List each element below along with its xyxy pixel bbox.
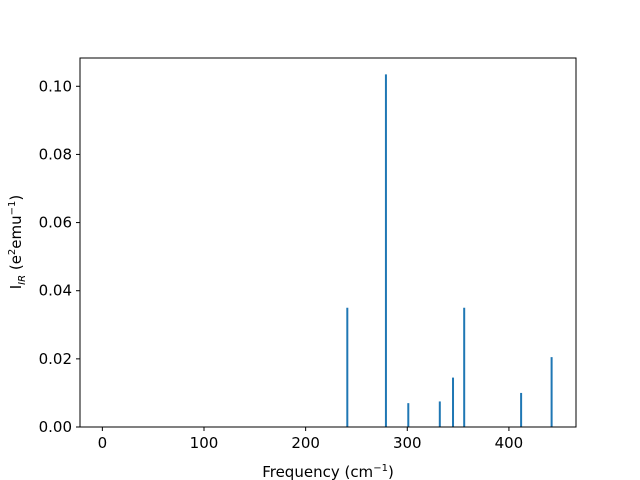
x-tick-label: 300 [393,434,422,452]
y-axis-label-sub: IR [17,275,28,285]
y-tick-label: 0.04 [39,282,72,300]
y-axis-label-i: I [7,285,25,289]
y-axis-label-open: (e [7,255,25,275]
y-axis-label-sup2: −1 [7,201,18,216]
bars-group [346,74,553,427]
y-tick-label: 0.10 [39,77,72,95]
y-axis-label: IIR (e2emu−1) [7,195,28,290]
x-tick-label: 400 [495,434,524,452]
x-ticks-group: 0 100 200 300 400 [98,427,524,452]
y-axis-label-close: ) [7,195,25,201]
x-axis-label-base: Frequency (cm [262,463,373,480]
x-tick-label: 200 [291,434,320,452]
x-tick-label: 100 [190,434,219,452]
x-axis-label: Frequency (cm−1) [262,463,394,480]
y-tick-label: 0.02 [39,350,72,368]
x-tick-label: 0 [98,434,108,452]
y-tick-label: 0.08 [39,145,72,163]
y-tick-label: 0.00 [39,418,72,436]
plot-frame [79,57,577,428]
y-tick-label: 0.06 [39,214,72,232]
y-axis-label-mid: emu [7,215,25,248]
y-axis-label-sup1: 2 [7,249,18,255]
y-ticks-group: 0.00 0.02 0.04 0.06 0.08 0.10 [39,77,80,436]
x-axis-label-tail: ) [388,463,394,480]
plot-area-background [80,58,576,427]
x-axis-label-sup: −1 [373,463,388,474]
